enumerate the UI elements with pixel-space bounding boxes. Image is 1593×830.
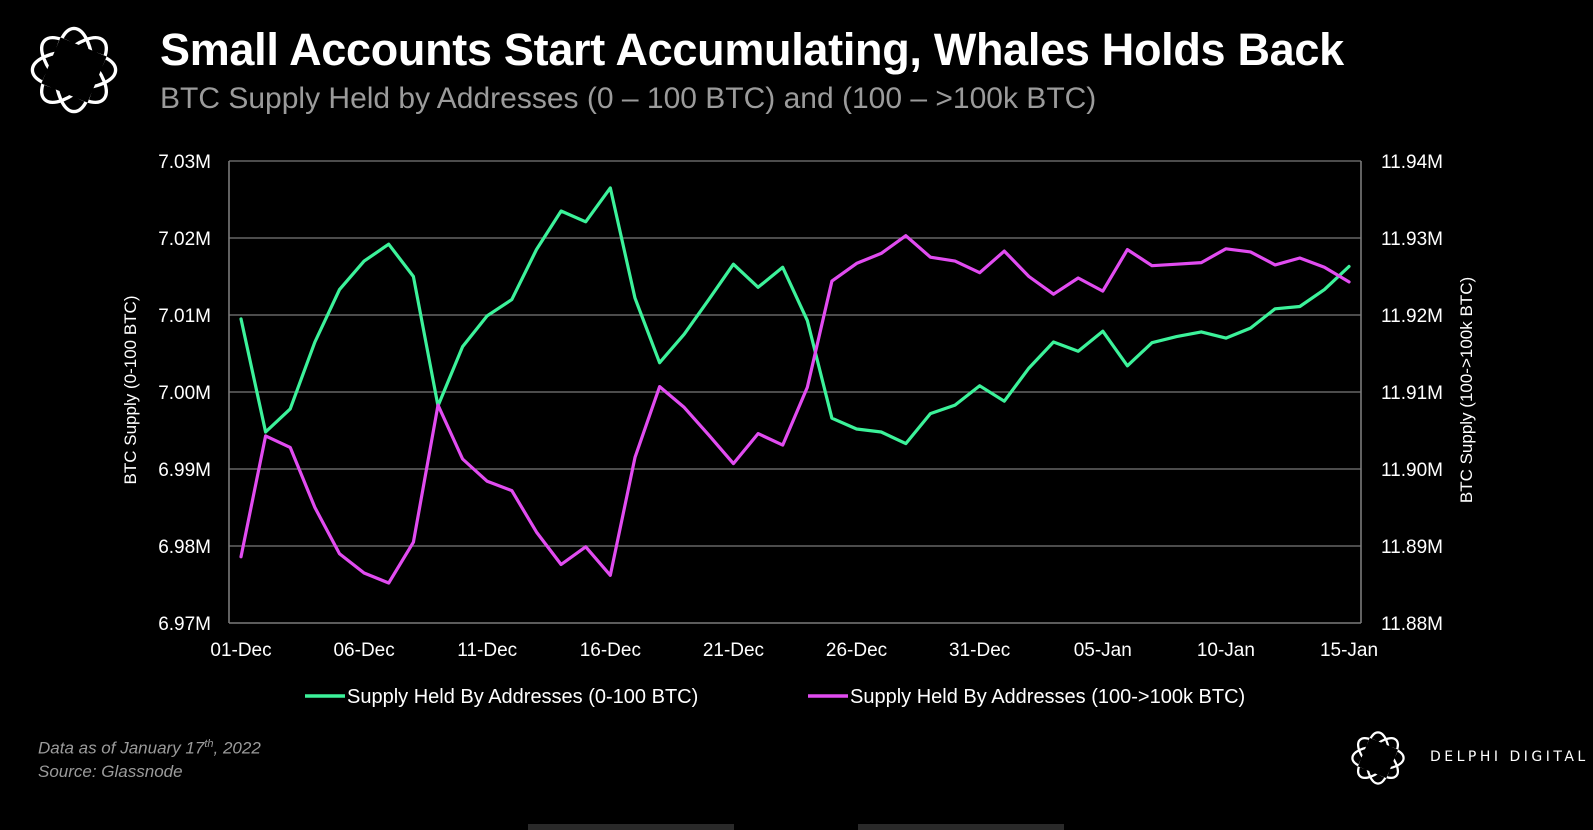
source-note: Source: Glassnode (38, 761, 183, 781)
y-left-tick-label: 6.98M (158, 537, 211, 558)
bottom-tab-bar (528, 824, 734, 830)
x-tick-label: 11-Dec (457, 640, 517, 661)
y-left-tick-label: 7.01M (158, 306, 211, 327)
y-axis-right-label: BTC Supply (100->100k BTC) (1457, 277, 1476, 503)
legend-label-large: Supply Held By Addresses (100->100k BTC) (850, 686, 1245, 708)
x-tick-label: 06-Dec (333, 640, 394, 661)
footnote: Data as of January 17th, 2022 Source: Gl… (38, 733, 261, 783)
delphi-logo-icon (30, 26, 118, 114)
x-tick-label: 01-Dec (210, 640, 271, 661)
y-left-tick-label: 7.00M (158, 383, 211, 404)
y-left-tick-label: 7.02M (158, 229, 211, 250)
y-right-tick-label: 11.92M (1381, 306, 1443, 327)
x-tick-label: 21-Dec (703, 640, 764, 661)
chart-series (239, 186, 1351, 585)
brand-name: DELPHI DIGITAL (1430, 749, 1589, 765)
series-line-large-addresses (239, 234, 1351, 585)
y-right-tick-label: 11.94M (1381, 152, 1443, 173)
y-axis-left-label: BTC Supply (0-100 BTC) (121, 296, 140, 485)
y-left-tick-label: 6.99M (158, 460, 211, 481)
y-right-tick-label: 11.88M (1381, 614, 1443, 635)
chart-ticks: 7.03M 11.94M 7.02M 11.93M 7.01M 11.92M 7.00M 11… (158, 152, 1443, 661)
y-left-tick-label: 7.03M (158, 152, 211, 173)
x-tick-label: 26-Dec (826, 640, 887, 661)
page-subtitle: BTC Supply Held by Addresses (0 – 100 BT… (160, 82, 1097, 115)
data-date-note: Data as of January 17 (38, 738, 205, 758)
y-right-tick-label: 11.93M (1381, 229, 1443, 250)
y-right-tick-label: 11.89M (1381, 537, 1443, 558)
delphi-brand-icon (1351, 731, 1405, 785)
data-date-year: , 2022 (213, 738, 261, 758)
x-tick-label: 05-Jan (1074, 640, 1132, 661)
x-tick-label: 15-Jan (1320, 640, 1378, 661)
x-tick-label: 10-Jan (1197, 640, 1255, 661)
y-right-tick-label: 11.91M (1381, 383, 1443, 404)
y-left-tick-label: 6.97M (158, 614, 211, 635)
chart-grid (228, 160, 1362, 624)
series-line-small-addresses (239, 186, 1351, 446)
x-tick-label: 16-Dec (580, 640, 641, 661)
bottom-tab-bar (858, 824, 1064, 830)
y-right-tick-label: 11.90M (1381, 460, 1443, 481)
legend-label-small: Supply Held By Addresses (0-100 BTC) (347, 686, 698, 708)
chart-legend: Supply Held By Addresses (0-100 BTC) Sup… (305, 686, 1245, 708)
date-suffix: th (204, 738, 214, 750)
page-title: Small Accounts Start Accumulating, Whale… (160, 24, 1344, 75)
x-tick-label: 31-Dec (949, 640, 1010, 661)
